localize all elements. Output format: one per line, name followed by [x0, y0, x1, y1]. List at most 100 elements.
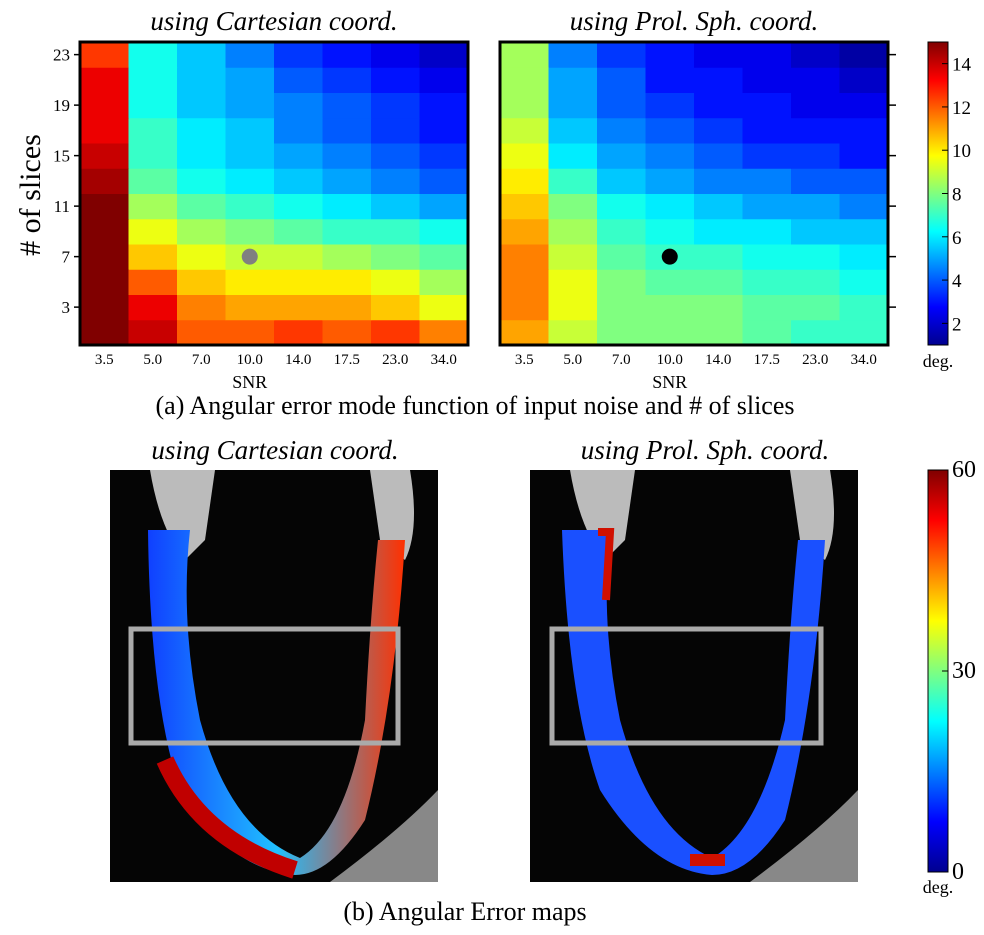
heat-cell — [371, 269, 420, 295]
heat-cell — [548, 244, 598, 270]
colorbar-tick-label: 8 — [952, 185, 962, 206]
y-tick-label: 19 — [53, 96, 70, 115]
plot-frame — [78, 40, 470, 347]
x-tick-label: 3.5 — [515, 352, 534, 368]
heat-cell — [791, 319, 840, 346]
heat-cell — [322, 269, 372, 295]
marker-point — [661, 248, 678, 265]
heat-cell — [225, 269, 275, 295]
heat-cell — [177, 92, 226, 119]
heat-cell — [500, 92, 549, 119]
heat-cell — [500, 67, 549, 93]
heat-cell — [791, 117, 840, 144]
heat-cell — [177, 67, 226, 93]
heat-cell — [500, 168, 549, 194]
colorbar-tick-label: 4 — [952, 271, 962, 292]
heat-cell — [791, 67, 840, 93]
heat-cell — [839, 244, 889, 270]
error-map-left — [110, 470, 438, 882]
heat-cell — [597, 244, 646, 270]
heat-cell — [177, 42, 226, 68]
heat-cell — [645, 294, 695, 321]
marker-point — [241, 248, 258, 265]
heat-cell — [371, 42, 420, 68]
heat-cell — [371, 218, 420, 245]
heat-cell — [500, 269, 549, 295]
heat-cell — [128, 269, 178, 295]
colorbar-tick-label: 30 — [952, 658, 976, 684]
heat-cell — [548, 294, 598, 321]
heat-cell — [694, 193, 743, 220]
y-tick-label: 15 — [53, 147, 70, 166]
heat-cell — [225, 319, 275, 346]
heat-cell — [80, 244, 129, 270]
heat-cell — [128, 67, 178, 93]
x-tick-label: 5.0 — [143, 352, 162, 368]
y-axis-label: # of slices — [14, 134, 47, 256]
heat-cell — [500, 42, 549, 68]
heat-cell — [80, 143, 129, 169]
heat-cell — [274, 244, 323, 270]
heat-cell — [742, 244, 792, 270]
y-tick-label: 7 — [62, 248, 71, 267]
heat-cell — [791, 193, 840, 220]
heat-cell — [500, 218, 549, 245]
heat-cell — [128, 244, 178, 270]
heat-cell — [177, 193, 226, 220]
heat-cell — [645, 319, 695, 346]
heat-cell — [128, 193, 178, 220]
heat-cell — [500, 117, 549, 144]
heat-cell — [322, 92, 372, 119]
heat-cell — [225, 168, 275, 194]
x-tick-label: 14.0 — [285, 352, 311, 368]
heat-cell — [322, 168, 372, 194]
heat-cell — [694, 117, 743, 144]
heat-cell — [225, 67, 275, 93]
x-axis-label: SNR — [232, 372, 267, 392]
heat-cell — [694, 269, 743, 295]
heat-cell — [128, 92, 178, 119]
heat-cell — [645, 42, 695, 68]
heat-cell — [177, 117, 226, 144]
heat-cell — [225, 42, 275, 68]
heat-cell — [419, 244, 469, 270]
heat-cell — [597, 42, 646, 68]
heat-cell — [694, 294, 743, 321]
heat-cell — [548, 92, 598, 119]
heat-cell — [371, 244, 420, 270]
colorbar-tick-label: 60 — [952, 457, 976, 483]
heat-cell — [80, 218, 129, 245]
heat-cell — [791, 168, 840, 194]
heat-cell — [80, 319, 129, 346]
caption-a: (a) Angular error mode function of input… — [156, 391, 795, 420]
heat-cell — [128, 117, 178, 144]
heat-cell — [80, 193, 129, 220]
heat-cell — [791, 143, 840, 169]
heat-cell — [839, 143, 889, 169]
plot-frame — [498, 40, 890, 347]
heat-cell — [548, 168, 598, 194]
heat-cell — [80, 42, 129, 68]
colorbar-tick-label: 6 — [952, 228, 962, 249]
heat-cell — [274, 92, 323, 119]
colorbar-tick-label: 14 — [952, 55, 972, 76]
x-tick-label: 14.0 — [705, 352, 731, 368]
heat-cell — [500, 244, 549, 270]
heat-cell — [371, 168, 420, 194]
heat-cell — [128, 42, 178, 68]
heat-cell — [839, 319, 889, 346]
y-tick-label: 3 — [62, 298, 71, 317]
heat-cell — [274, 143, 323, 169]
heat-cell — [742, 67, 792, 93]
map-title: using Prol. Sph. coord. — [581, 435, 830, 465]
heat-cell — [80, 117, 129, 144]
heat-cell — [128, 168, 178, 194]
colorbar-label: deg. — [923, 877, 954, 897]
heat-cell — [597, 218, 646, 245]
heat-cell — [177, 294, 226, 321]
heat-cell — [80, 67, 129, 93]
heat-cell — [548, 117, 598, 144]
heat-cell — [419, 269, 469, 295]
heat-cell — [419, 168, 469, 194]
x-tick-label: 17.5 — [754, 352, 780, 368]
